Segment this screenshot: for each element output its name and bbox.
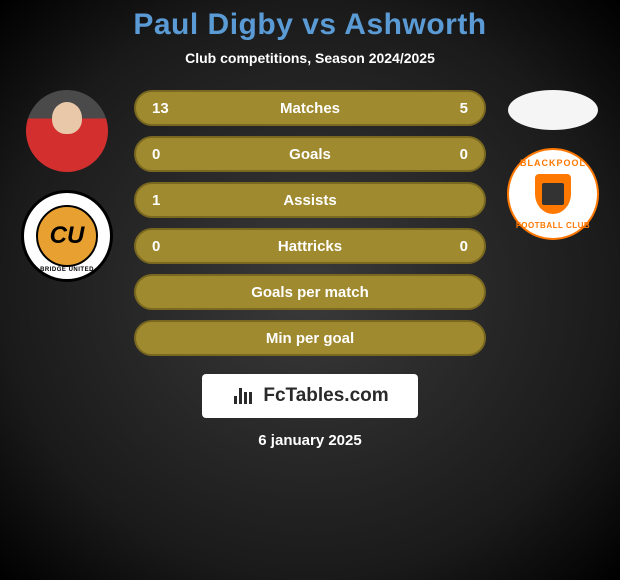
stat-label: Min per goal <box>266 330 354 347</box>
stat-right-value: 0 <box>444 146 468 163</box>
club-badge-right: BLACKPOOL FOOTBALL CLUB <box>507 148 599 240</box>
stat-label: Goals <box>289 146 331 163</box>
stat-bar-hattricks: 0 Hattricks 0 <box>134 228 486 264</box>
stat-label: Matches <box>280 100 340 117</box>
club-badge-left-abbrev: CU <box>36 205 98 267</box>
left-column: CU BRIDGE UNITED <box>12 90 122 282</box>
stat-right-value: 0 <box>444 238 468 255</box>
stat-bar-min-per-goal: Min per goal <box>134 320 486 356</box>
club-badge-right-shield-icon <box>535 174 571 214</box>
footer-brand-text: FcTables.com <box>263 385 388 407</box>
footer-brand-badge: FcTables.com <box>202 374 418 418</box>
stat-left-value: 0 <box>152 238 176 255</box>
content-row: CU BRIDGE UNITED 13 Matches 5 0 Goals 0 … <box>0 90 620 356</box>
club-badge-left-ring: BRIDGE UNITED <box>40 267 94 273</box>
stat-left-value: 0 <box>152 146 176 163</box>
right-column: BLACKPOOL FOOTBALL CLUB <box>498 90 608 240</box>
footer-date: 6 january 2025 <box>0 432 620 449</box>
stat-label: Assists <box>283 192 336 209</box>
stat-left-value: 1 <box>152 192 176 209</box>
stat-bar-matches: 13 Matches 5 <box>134 90 486 126</box>
club-badge-right-bottom: FOOTBALL CLUB <box>516 221 590 230</box>
club-badge-right-top: BLACKPOOL <box>520 158 586 168</box>
stat-bar-goals: 0 Goals 0 <box>134 136 486 172</box>
stat-bar-assists: 1 Assists <box>134 182 486 218</box>
comparison-title: Paul Digby vs Ashworth <box>0 8 620 42</box>
stat-right-value: 5 <box>444 100 468 117</box>
stat-bar-goals-per-match: Goals per match <box>134 274 486 310</box>
player-photo-left <box>26 90 108 172</box>
stat-left-value: 13 <box>152 100 176 117</box>
stat-label: Hattricks <box>278 238 342 255</box>
chart-icon <box>231 384 255 408</box>
stat-label: Goals per match <box>251 284 369 301</box>
header: Paul Digby vs Ashworth Club competitions… <box>0 0 620 66</box>
club-badge-left: CU BRIDGE UNITED <box>21 190 113 282</box>
player-photo-right <box>508 90 598 130</box>
comparison-subtitle: Club competitions, Season 2024/2025 <box>0 50 620 66</box>
stats-column: 13 Matches 5 0 Goals 0 1 Assists 0 Hattr… <box>134 90 486 356</box>
